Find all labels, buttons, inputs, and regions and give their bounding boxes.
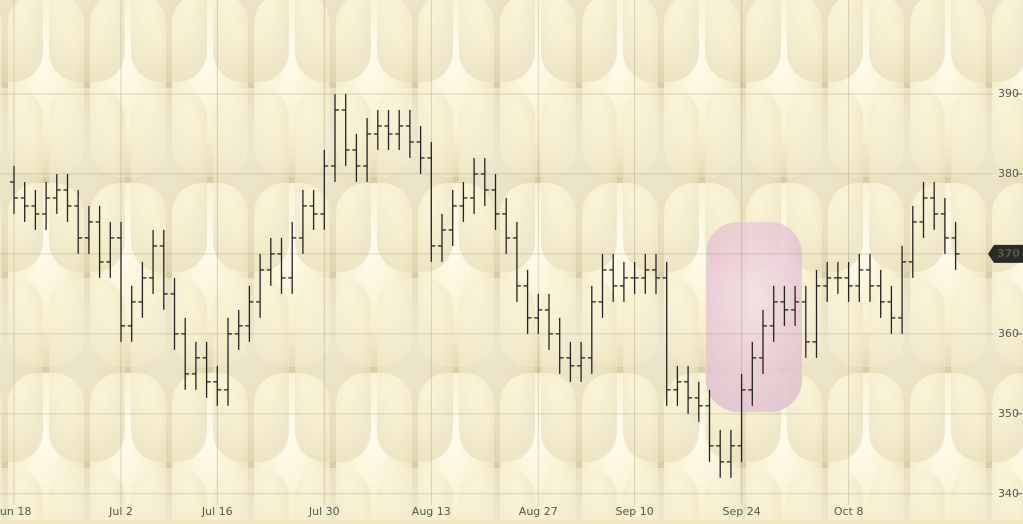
current-price-marker: [988, 244, 1023, 263]
x-tick-label: Aug 13: [412, 505, 451, 518]
x-tick-label: Sep 24: [722, 505, 760, 518]
current-price-label: 370: [997, 247, 1020, 260]
y-tick-label: 390: [998, 87, 1019, 100]
x-tick-label: Jul 30: [308, 505, 340, 518]
x-tick-label: Jun 18: [0, 505, 31, 518]
x-tick-label: Oct 8: [834, 505, 864, 518]
background: [706, 222, 802, 412]
y-tick-label: 340: [998, 487, 1019, 500]
y-tick-label: 380: [998, 167, 1019, 180]
x-tick-label: Sep 10: [615, 505, 653, 518]
y-tick-label: 350: [998, 407, 1019, 420]
x-tick-label: Jul 16: [201, 505, 233, 518]
x-tick-label: Jul 2: [108, 505, 133, 518]
y-tick-label: 360: [998, 327, 1019, 340]
x-tick-label: Aug 27: [519, 505, 558, 518]
